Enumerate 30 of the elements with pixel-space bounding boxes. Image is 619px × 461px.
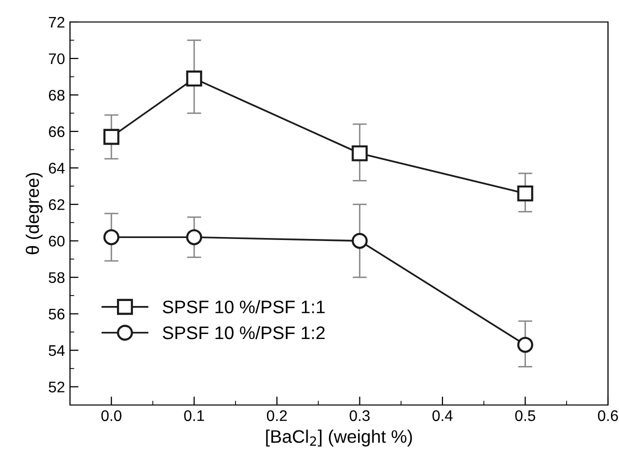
y-tick-label: 56 [48,308,64,320]
y-tick-label: 72 [48,16,64,28]
point [103,128,120,145]
x-tick-label: 0.6 [598,410,618,422]
x-tick-label: 0.4 [432,410,453,422]
point [103,229,120,246]
x-tick-label: 0.3 [350,410,370,422]
point [517,185,534,202]
x-tick-label: 0.2 [266,410,287,422]
y-tick-label: 70 [48,53,65,64]
y-tick-label: 66 [48,126,64,138]
y-tick-label: 62 [48,199,64,210]
point [186,229,202,246]
point [517,336,534,353]
y-tick-label: 54 [48,345,65,356]
point [186,70,202,87]
y-tick-label: 52 [48,382,64,392]
x-tick-label: 0.0 [101,410,122,422]
x-axis-title: [BaCl$_{2}$] (weight %) [266,430,412,446]
point [352,145,368,162]
y-tick-label: 64 [48,162,65,174]
legend-label: SPSF 10 %/PSF 1:2 [162,326,325,340]
y-tick-label: 68 [48,90,64,101]
point [352,232,368,249]
y-tick-label: 58 [48,272,64,284]
y-tick-label: 60 [48,236,65,247]
legend-label: SPSF 10 %/PSF 1:1 [162,300,325,314]
x-tick-label: 0.1 [184,410,204,422]
y-axis-title: θ (degree) [26,172,43,254]
x-tick-label: 0.5 [515,410,536,422]
